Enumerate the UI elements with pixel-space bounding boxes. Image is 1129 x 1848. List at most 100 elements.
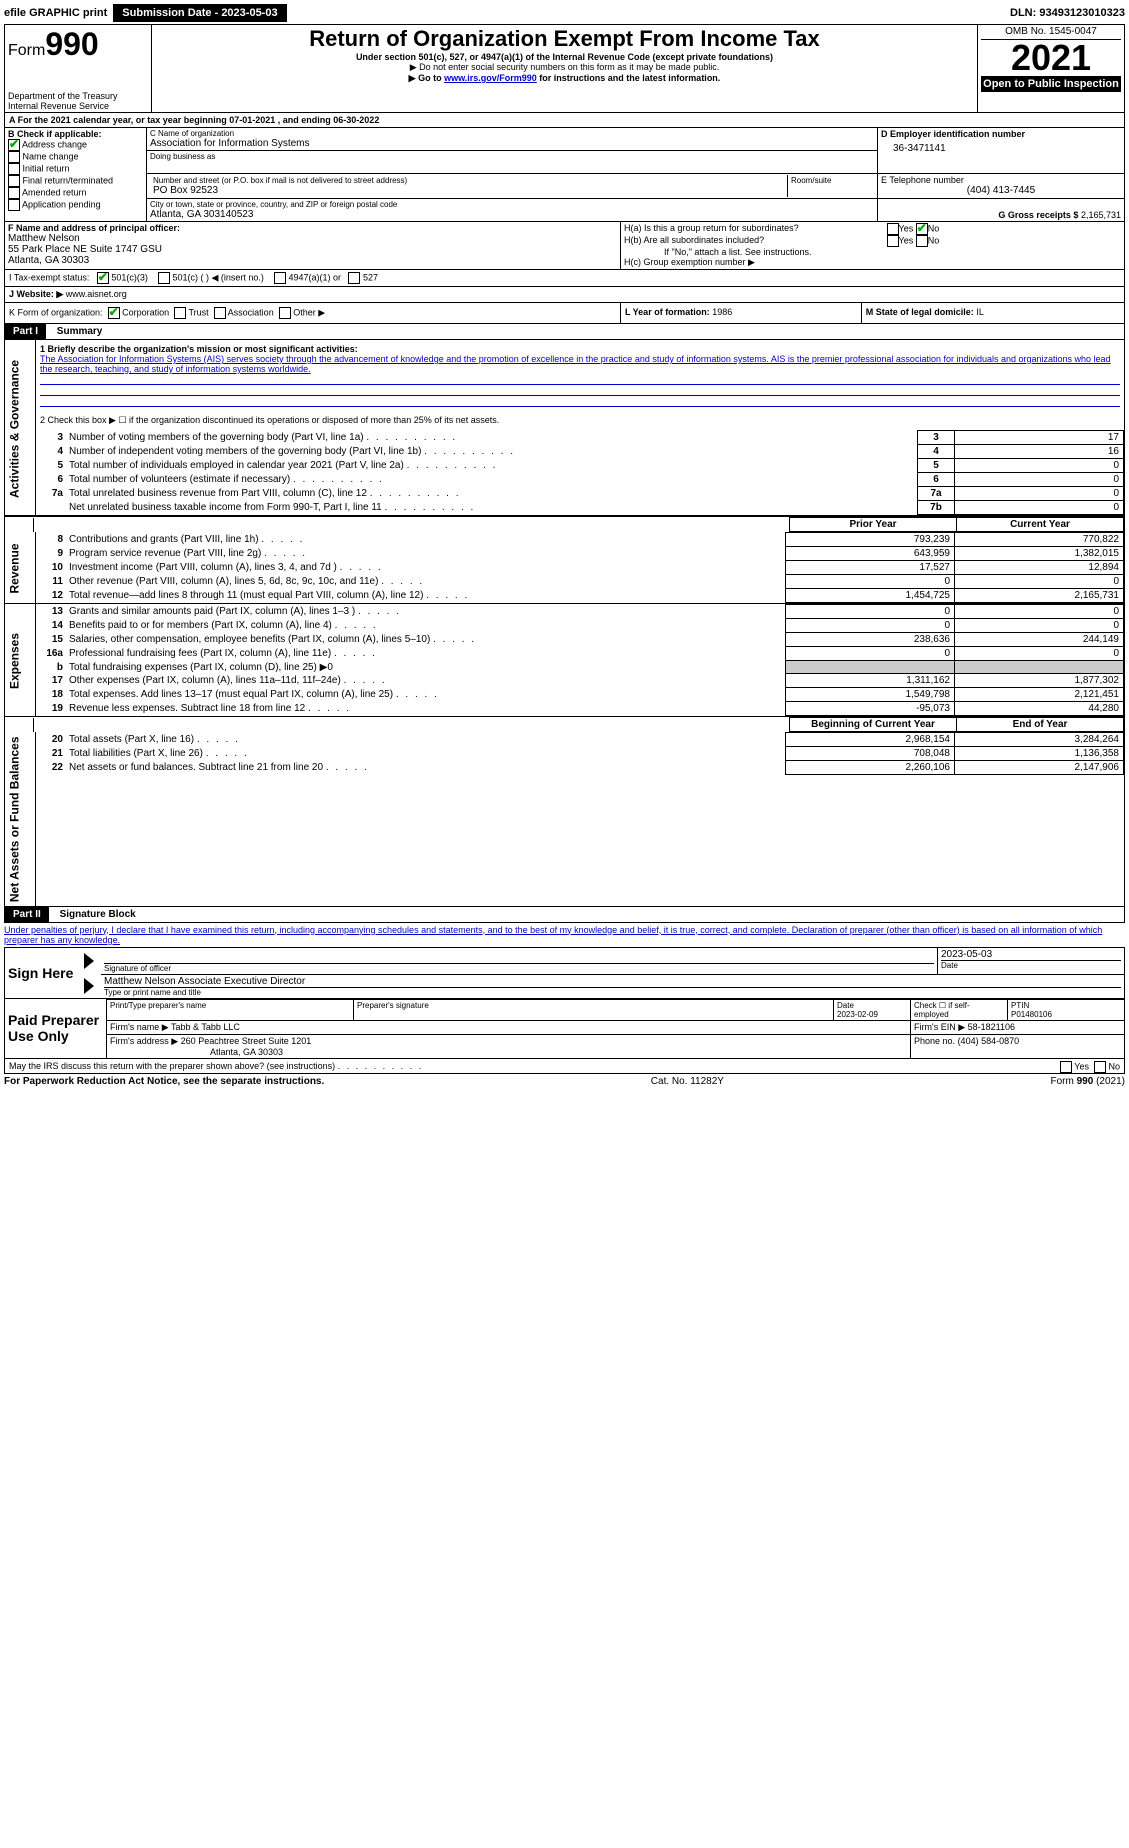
line-key: 4 xyxy=(918,445,955,459)
table-row: 13Grants and similar amounts paid (Part … xyxy=(36,605,1124,619)
opt-527: 527 xyxy=(363,272,378,282)
check-final-return[interactable]: Final return/terminated xyxy=(8,175,143,187)
line-text: Professional fundraising fees (Part IX, … xyxy=(66,647,786,661)
mission-text[interactable]: The Association for Information Systems … xyxy=(40,354,1120,374)
line-text: Salaries, other compensation, employee b… xyxy=(66,633,786,647)
line-number: 10 xyxy=(36,561,66,575)
current-value: 2,147,906 xyxy=(955,761,1124,775)
table-row: 11Other revenue (Part VIII, column (A), … xyxy=(36,575,1124,589)
table-row: 22Net assets or fund balances. Subtract … xyxy=(36,761,1124,775)
table-row: 9Program service revenue (Part VIII, lin… xyxy=(36,547,1124,561)
table-row: 6Total number of volunteers (estimate if… xyxy=(36,473,1124,487)
current-value: 44,280 xyxy=(955,702,1124,716)
check-name-change[interactable]: Name change xyxy=(8,151,143,163)
line-value: 17 xyxy=(955,431,1124,445)
check-501c3[interactable] xyxy=(97,272,109,284)
klm-row: K Form of organization: Corporation Trus… xyxy=(4,303,1125,324)
line-value: 16 xyxy=(955,445,1124,459)
opt-other: Other ▶ xyxy=(293,307,325,317)
dba-label: Doing business as xyxy=(150,152,874,161)
prior-value: 1,549,798 xyxy=(786,688,955,702)
tab-net-assets: Net Assets or Fund Balances xyxy=(5,732,36,906)
line-text: Total fundraising expenses (Part IX, col… xyxy=(66,661,786,674)
check-4947[interactable] xyxy=(274,272,286,284)
current-value: 1,877,302 xyxy=(955,674,1124,688)
line-number: 5 xyxy=(36,459,66,473)
col-begin: Beginning of Current Year xyxy=(790,718,957,732)
prior-value: 708,048 xyxy=(786,747,955,761)
prior-value: 1,311,162 xyxy=(786,674,955,688)
hb-yes[interactable] xyxy=(887,235,899,247)
current-value: 12,894 xyxy=(955,561,1124,575)
check-501c[interactable] xyxy=(158,272,170,284)
table-row: 14Benefits paid to or for members (Part … xyxy=(36,619,1124,633)
domicile-label: M State of legal domicile: xyxy=(866,307,974,317)
website-row: J Website: ▶ www.aisnet.org xyxy=(4,287,1125,303)
prior-value: 1,454,725 xyxy=(786,589,955,603)
line-number: 7a xyxy=(36,487,66,501)
officer-group-block: F Name and address of principal officer:… xyxy=(4,222,1125,270)
line-number xyxy=(36,501,66,515)
boxk-label: K Form of organization: xyxy=(9,307,103,317)
discuss-no[interactable] xyxy=(1094,1061,1106,1073)
line-number: 8 xyxy=(36,533,66,547)
hb-no[interactable] xyxy=(916,235,928,247)
check-trust[interactable] xyxy=(174,307,186,319)
col-prior: Prior Year xyxy=(790,518,957,532)
discuss-yes[interactable] xyxy=(1060,1061,1072,1073)
goto-post: for instructions and the latest informat… xyxy=(537,73,721,83)
mission-line xyxy=(40,385,1120,396)
submission-date-button[interactable]: Submission Date - 2023-05-03 xyxy=(113,4,286,22)
ha-yes[interactable] xyxy=(887,223,899,235)
officer-addr1: 55 Park Place NE Suite 1747 GSU xyxy=(8,244,617,255)
line-text: Total number of volunteers (estimate if … xyxy=(66,473,918,487)
p-check[interactable]: Check ☐ if self-employed xyxy=(911,999,1008,1020)
check-label: Amended return xyxy=(22,187,87,197)
prior-value: 2,260,106 xyxy=(786,761,955,775)
line-number: 13 xyxy=(36,605,66,619)
check-assoc[interactable] xyxy=(214,307,226,319)
form-header-table: Form990 Department of the Treasury Inter… xyxy=(4,24,1125,113)
p-name-label: Print/Type preparer's name xyxy=(107,999,354,1020)
check-corp[interactable] xyxy=(108,307,120,319)
check-amended[interactable]: Amended return xyxy=(8,187,143,199)
line2: 2 Check this box ▶ ☐ if the organization… xyxy=(40,415,1120,426)
line-number: 3 xyxy=(36,431,66,445)
line-number: 11 xyxy=(36,575,66,589)
hb-label: H(b) Are all subordinates included? xyxy=(624,235,884,245)
check-label: Name change xyxy=(23,151,79,161)
arrow-icon xyxy=(84,978,94,994)
irs-link[interactable]: www.irs.gov/Form990 xyxy=(444,73,537,83)
check-application-pending[interactable]: Application pending xyxy=(8,199,143,211)
website-value: www.aisnet.org xyxy=(66,289,127,299)
check-initial-return[interactable]: Initial return xyxy=(8,163,143,175)
domicile: IL xyxy=(976,307,984,317)
identity-block: B Check if applicable: Address change Na… xyxy=(4,128,1125,222)
check-other[interactable] xyxy=(279,307,291,319)
firm-name: Tabb & Tabb LLC xyxy=(171,1022,240,1032)
footer-left: For Paperwork Reduction Act Notice, see … xyxy=(4,1076,324,1087)
h-b-row: H(b) Are all subordinates included? Yes … xyxy=(624,235,1121,247)
check-label: Initial return xyxy=(23,163,70,173)
prior-value: 2,968,154 xyxy=(786,733,955,747)
line-number: 6 xyxy=(36,473,66,487)
ptin-value: P01480106 xyxy=(1011,1010,1121,1019)
dept-irs: Internal Revenue Service xyxy=(8,101,148,111)
col-current: Current Year xyxy=(957,518,1124,532)
topbar: efile GRAPHIC print Submission Date - 20… xyxy=(4,4,1125,22)
line-number: 9 xyxy=(36,547,66,561)
tab-revenue: Revenue xyxy=(5,532,36,604)
line-number: 22 xyxy=(36,761,66,775)
check-address-change[interactable]: Address change xyxy=(8,139,143,151)
goto-pre: ▶ Go to xyxy=(409,73,444,83)
firm-addr1: 260 Peachtree Street Suite 1201 xyxy=(181,1036,312,1046)
line-number: 19 xyxy=(36,702,66,716)
tab-activities-governance: Activities & Governance xyxy=(5,340,36,516)
line-text: Contributions and grants (Part VIII, lin… xyxy=(66,533,786,547)
check-527[interactable] xyxy=(348,272,360,284)
line-value: 0 xyxy=(955,473,1124,487)
part1-label: Part I xyxy=(5,324,46,339)
ha-no[interactable] xyxy=(916,223,928,235)
prep-phone-label: Phone no. xyxy=(914,1036,955,1046)
footer-year: (2021) xyxy=(1093,1076,1125,1087)
